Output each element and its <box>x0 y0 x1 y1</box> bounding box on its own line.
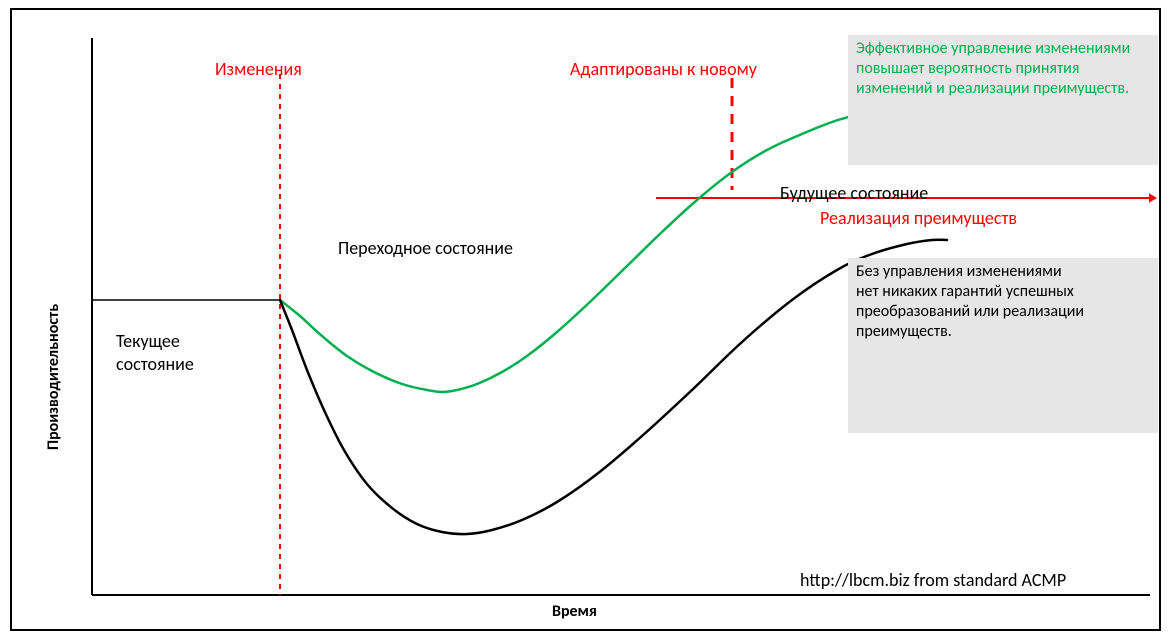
x-axis-label: Время <box>552 602 597 621</box>
label-change-event: Изменения <box>207 54 310 85</box>
callout-managed: Эффективное управление изменениями повыш… <box>848 35 1158 165</box>
attribution-text: http://lbcm.biz from standard ACMP <box>792 565 1074 596</box>
y-axis-label: Производительность <box>44 304 63 450</box>
chart-frame: Производительность Время Изменения Адапт… <box>10 8 1161 631</box>
label-benefits-realization: Реализация преимуществ <box>812 203 1025 234</box>
label-adapted: Адаптированы к новому <box>562 54 765 85</box>
label-current-state: Текущее состояние <box>108 326 202 379</box>
label-transition-state: Переходное состояние <box>330 233 521 264</box>
callout-unmanaged: Без управления изменениями нет никаких г… <box>848 258 1158 433</box>
